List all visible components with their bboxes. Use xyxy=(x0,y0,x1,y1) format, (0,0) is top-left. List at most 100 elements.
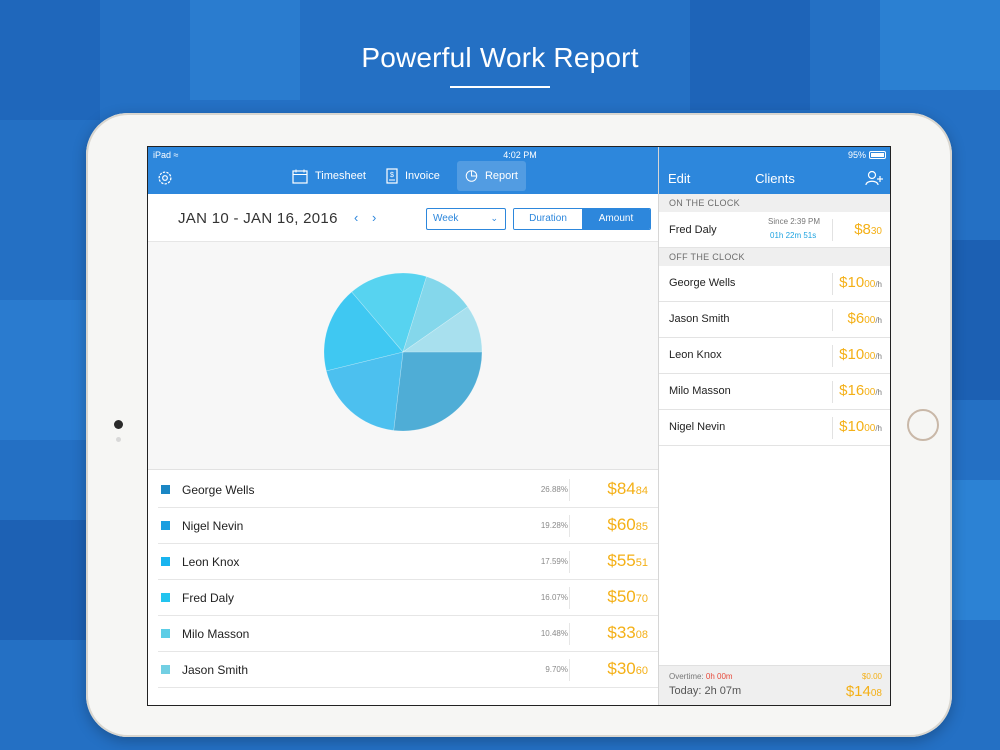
background-tile xyxy=(190,0,300,100)
clock-amount: $830 xyxy=(854,221,882,238)
list-item[interactable]: Nigel Nevin 19.28% $6085 xyxy=(158,508,658,544)
duration-amount-toggle: Duration Amount xyxy=(513,208,651,230)
tab-timesheet-label: Timesheet xyxy=(315,170,366,182)
background-tile xyxy=(690,0,810,110)
status-device: iPad ≈ xyxy=(153,150,179,160)
invoice-icon: $ xyxy=(386,168,398,184)
pie-slice-leon-knox xyxy=(323,291,404,372)
client-row[interactable]: George Wells $1000/h xyxy=(659,266,890,302)
entry-percent: 16.07% xyxy=(540,593,568,602)
entry-percent: 26.88% xyxy=(540,485,568,494)
tab-timesheet[interactable]: Timesheet xyxy=(284,161,374,191)
entry-percent: 9.70% xyxy=(545,665,568,674)
summary-footer: Overtime: 0h 00m $0.00 Today: 2h 07m $14… xyxy=(659,665,890,705)
edit-button[interactable]: Edit xyxy=(668,171,691,186)
status-time: 4:02 PM xyxy=(503,150,537,160)
color-swatch xyxy=(161,485,170,494)
list-item[interactable]: Fred Daly 16.07% $5070 xyxy=(158,580,658,616)
top-bar: iPad ≈ 4:02 PM 95% Timesheet $ Invoice xyxy=(148,147,890,194)
entry-percent: 19.28% xyxy=(540,521,568,530)
client-rate: $600/h xyxy=(847,310,882,327)
report-header: JAN 10 - JAN 16, 2016 ‹ › Week ⌄ Duratio… xyxy=(148,194,658,242)
row-divider xyxy=(569,515,570,537)
date-range: JAN 10 - JAN 16, 2016 xyxy=(178,210,338,227)
list-item[interactable]: Leon Knox 17.59% $5551 xyxy=(158,544,658,580)
status-battery-percent: 95% xyxy=(847,150,866,160)
entry-name: Milo Masson xyxy=(182,627,250,641)
color-swatch xyxy=(161,593,170,602)
app-screen: iPad ≈ 4:02 PM 95% Timesheet $ Invoice xyxy=(147,146,891,706)
entry-name: Jason Smith xyxy=(182,663,249,677)
client-row[interactable]: Nigel Nevin $1000/h xyxy=(659,410,890,446)
client-rate: $1000/h xyxy=(839,274,882,291)
clock-since: Since 2:39 PM xyxy=(768,217,821,226)
background-tile xyxy=(0,300,90,440)
add-user-icon[interactable] xyxy=(864,169,884,187)
calendar-icon xyxy=(292,169,308,184)
list-item[interactable]: George Wells 26.88% $8484 xyxy=(158,472,658,508)
row-divider xyxy=(569,587,570,609)
clients-title: Clients xyxy=(755,171,795,186)
client-row[interactable]: Jason Smith $600/h xyxy=(659,302,890,338)
list-item[interactable]: Milo Masson 10.48% $3308 xyxy=(158,616,658,652)
row-divider xyxy=(832,219,833,241)
entry-amount: $5070 xyxy=(607,587,648,606)
today-amount: $1408 xyxy=(845,683,882,700)
chevron-down-icon: ⌄ xyxy=(490,213,498,223)
pie-slice-nigel-nevin xyxy=(325,351,404,431)
row-divider xyxy=(569,659,570,681)
sensor xyxy=(116,437,121,442)
entry-name: Nigel Nevin xyxy=(182,519,244,533)
client-row[interactable]: Leon Knox $1000/h xyxy=(659,338,890,374)
entry-name: Leon Knox xyxy=(182,555,240,569)
row-divider xyxy=(569,479,570,501)
amount-toggle[interactable]: Amount xyxy=(582,209,650,229)
report-list: George Wells 26.88% $8484 Nigel Nevin 19.28%… xyxy=(158,472,658,688)
pie-chart xyxy=(323,272,483,432)
clients-empty-space xyxy=(659,446,890,665)
entry-amount: $8484 xyxy=(607,479,648,498)
client-name: George Wells xyxy=(669,277,736,289)
overtime-value: 0h 00m xyxy=(705,672,733,681)
tab-report[interactable]: Report xyxy=(457,161,526,191)
pie-slice-fred-daly xyxy=(351,272,427,353)
off-clock-header: OFF THE CLOCK xyxy=(659,248,890,266)
battery-icon xyxy=(869,151,886,159)
background-tile xyxy=(0,520,90,640)
client-rate: $1000/h xyxy=(839,346,882,363)
client-name: Milo Masson xyxy=(669,385,731,397)
background-tile xyxy=(880,0,1000,90)
home-button[interactable] xyxy=(907,409,939,441)
client-rate: $1600/h xyxy=(839,382,882,399)
period-select[interactable]: Week ⌄ xyxy=(426,208,506,230)
background-tile xyxy=(950,240,1000,400)
on-clock-client[interactable]: Fred Daly Since 2:39 PM 01h 22m 51s $830 xyxy=(659,212,890,248)
row-divider xyxy=(832,309,833,331)
chevron-right-icon[interactable]: › xyxy=(372,210,377,225)
promo-title: Powerful Work Report xyxy=(361,42,639,73)
entry-amount: $5551 xyxy=(607,551,648,570)
entry-percent: 10.48% xyxy=(540,629,568,638)
client-name: Leon Knox xyxy=(669,349,722,361)
duration-toggle[interactable]: Duration xyxy=(514,209,582,229)
row-divider xyxy=(569,551,570,573)
list-item[interactable]: Jason Smith 9.70% $3060 xyxy=(158,652,658,688)
client-name: Fred Daly xyxy=(669,224,717,236)
clock-elapsed: 01h 22m 51s xyxy=(770,231,817,240)
today-total: Today: 2h 07m xyxy=(669,685,742,697)
client-rate: $1000/h xyxy=(839,418,882,435)
overtime: Overtime: 0h 00m xyxy=(669,672,733,681)
pie-slice-milo-masson xyxy=(402,276,469,353)
entry-percent: 17.59% xyxy=(540,557,568,566)
pie-slice-jason-smith xyxy=(402,306,483,353)
color-swatch xyxy=(161,521,170,530)
gear-icon[interactable] xyxy=(156,169,174,187)
row-divider xyxy=(832,345,833,367)
period-select-value: Week xyxy=(433,213,459,224)
pie-slice-george-wells xyxy=(393,351,483,432)
color-swatch xyxy=(161,557,170,566)
row-divider xyxy=(832,417,833,439)
tab-invoice[interactable]: $ Invoice xyxy=(378,161,448,191)
chevron-left-icon[interactable]: ‹ xyxy=(354,210,359,225)
client-row[interactable]: Milo Masson $1600/h xyxy=(659,374,890,410)
